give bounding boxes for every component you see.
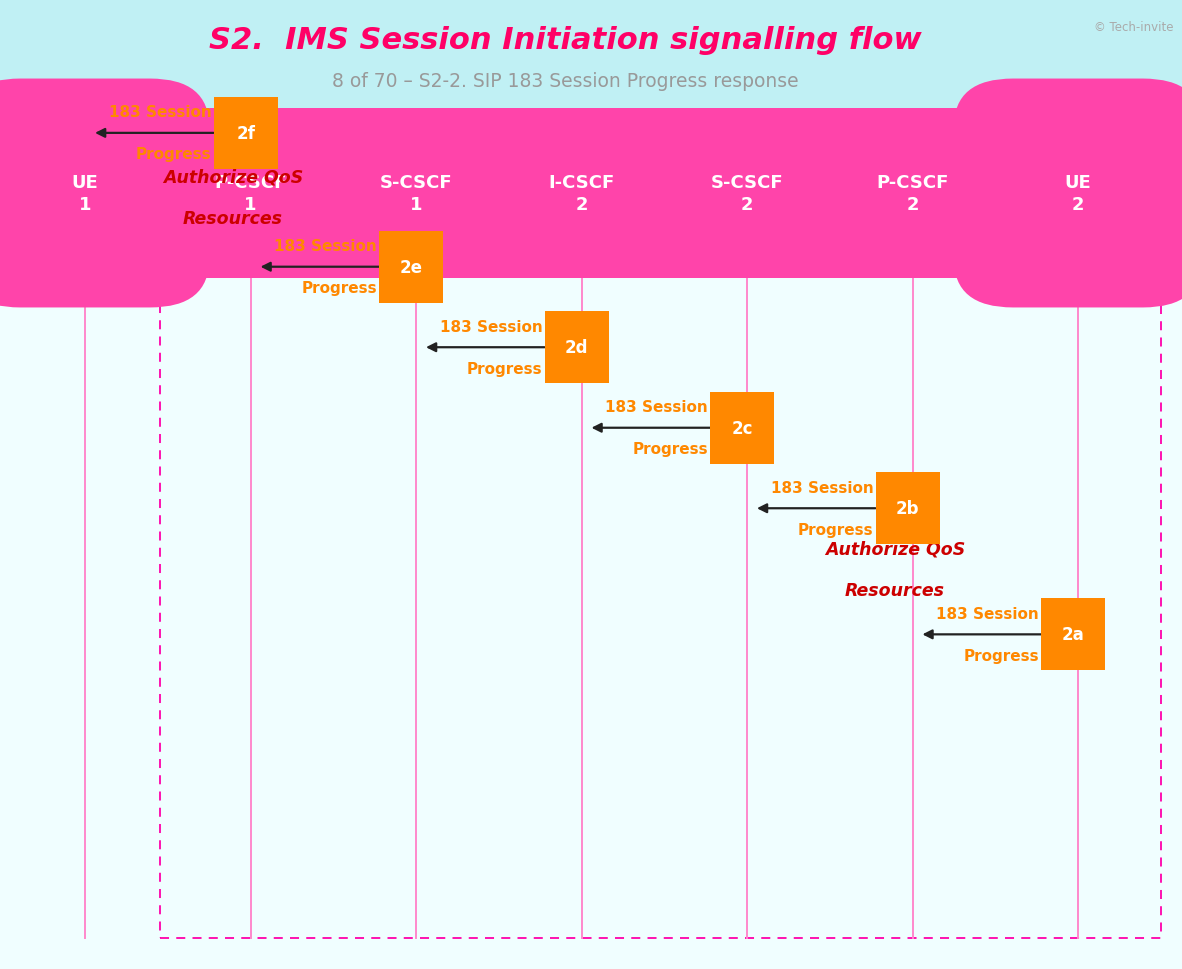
FancyBboxPatch shape bbox=[876, 473, 940, 545]
Text: 183 Session: 183 Session bbox=[274, 239, 377, 254]
FancyBboxPatch shape bbox=[0, 0, 1182, 114]
FancyBboxPatch shape bbox=[1041, 599, 1105, 671]
FancyBboxPatch shape bbox=[493, 109, 670, 279]
Text: 2c: 2c bbox=[732, 420, 753, 437]
Text: 183 Session: 183 Session bbox=[109, 106, 212, 120]
Text: 183 Session: 183 Session bbox=[605, 400, 708, 415]
FancyBboxPatch shape bbox=[0, 114, 1182, 969]
Text: Authorize QoS: Authorize QoS bbox=[825, 540, 965, 558]
Text: 2d: 2d bbox=[565, 339, 589, 357]
Text: 183 Session: 183 Session bbox=[936, 607, 1039, 621]
FancyBboxPatch shape bbox=[954, 79, 1182, 308]
Text: Resources: Resources bbox=[183, 209, 282, 228]
FancyBboxPatch shape bbox=[379, 232, 443, 303]
Text: © Tech-invite: © Tech-invite bbox=[1095, 21, 1174, 34]
Text: P-CSCF
1: P-CSCF 1 bbox=[214, 174, 287, 213]
Text: Authorize QoS: Authorize QoS bbox=[163, 168, 303, 186]
Text: 2b: 2b bbox=[896, 500, 920, 517]
Text: Home Network #1: Home Network #1 bbox=[544, 110, 745, 130]
Text: I-CSCF
2: I-CSCF 2 bbox=[548, 174, 615, 213]
Text: Progress: Progress bbox=[467, 361, 543, 376]
FancyBboxPatch shape bbox=[327, 109, 505, 279]
Text: 8 of 70 – S2-2. SIP 183 Session Progress response: 8 of 70 – S2-2. SIP 183 Session Progress… bbox=[332, 72, 798, 91]
Text: Resources: Resources bbox=[845, 581, 944, 600]
FancyBboxPatch shape bbox=[214, 98, 278, 170]
Text: S2.  IMS Session Initiation signalling flow: S2. IMS Session Initiation signalling fl… bbox=[209, 26, 921, 55]
Text: Progress: Progress bbox=[301, 281, 377, 296]
Text: S-CSCF
2: S-CSCF 2 bbox=[710, 174, 784, 213]
Text: S-CSCF
1: S-CSCF 1 bbox=[379, 174, 453, 213]
FancyBboxPatch shape bbox=[658, 109, 836, 279]
Text: P-CSCF
2: P-CSCF 2 bbox=[876, 174, 949, 213]
Text: Progress: Progress bbox=[136, 147, 212, 162]
Bar bbox=[160, 128, 1161, 938]
Text: 2a: 2a bbox=[1061, 626, 1085, 643]
Text: UE
2: UE 2 bbox=[1065, 174, 1091, 213]
FancyBboxPatch shape bbox=[0, 79, 209, 308]
FancyBboxPatch shape bbox=[545, 312, 609, 384]
Text: Progress: Progress bbox=[963, 648, 1039, 663]
Text: UE
1: UE 1 bbox=[72, 174, 98, 213]
Text: Progress: Progress bbox=[632, 442, 708, 456]
Text: 2e: 2e bbox=[400, 259, 423, 276]
FancyBboxPatch shape bbox=[824, 109, 1001, 279]
Text: 2f: 2f bbox=[236, 125, 255, 142]
Text: Progress: Progress bbox=[798, 522, 873, 537]
Text: 183 Session: 183 Session bbox=[771, 481, 873, 495]
Text: 183 Session: 183 Session bbox=[440, 320, 543, 334]
FancyBboxPatch shape bbox=[710, 392, 774, 464]
FancyBboxPatch shape bbox=[162, 109, 339, 279]
